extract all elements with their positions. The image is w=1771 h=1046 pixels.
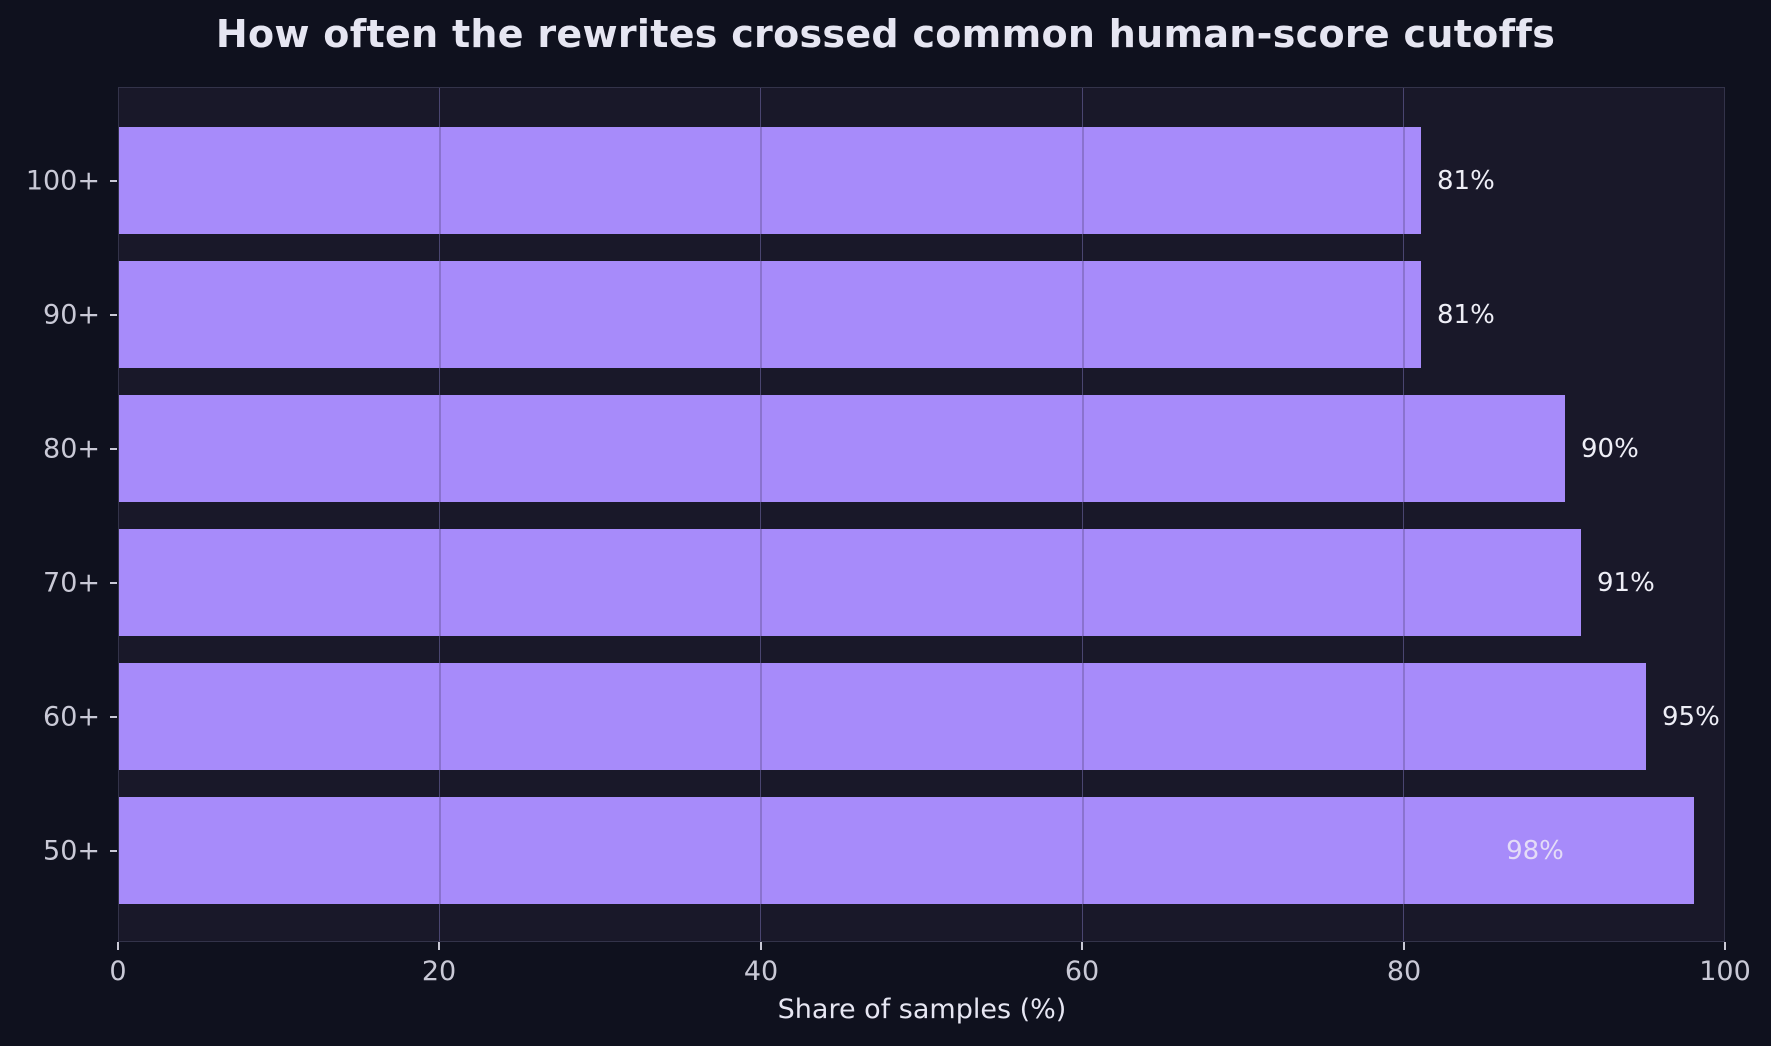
gridline-40 bbox=[760, 88, 761, 941]
x-tick-label: 20 bbox=[421, 956, 457, 987]
gridline-60 bbox=[1082, 88, 1083, 941]
y-tick-label: 60+ bbox=[43, 701, 100, 733]
y-tick-label: 50+ bbox=[43, 835, 100, 867]
x-tick bbox=[1403, 942, 1405, 950]
y-tick-label: 70+ bbox=[43, 567, 100, 599]
y-tick bbox=[110, 716, 117, 718]
x-tick-label: 80 bbox=[1386, 956, 1422, 987]
bar-80-plus bbox=[119, 395, 1565, 502]
value-label: 91% bbox=[1597, 568, 1655, 598]
x-tick bbox=[760, 942, 762, 950]
value-label: 81% bbox=[1437, 166, 1495, 196]
y-tick-label: 90+ bbox=[43, 299, 100, 331]
y-tick-label: 100+ bbox=[25, 165, 100, 197]
value-label: 90% bbox=[1581, 434, 1639, 464]
bar-100-plus bbox=[119, 127, 1421, 234]
bar-60-plus bbox=[119, 663, 1646, 770]
x-tick-label: 100 bbox=[1699, 956, 1751, 987]
x-tick-label: 0 bbox=[109, 956, 127, 987]
x-axis-title: Share of samples (%) bbox=[777, 994, 1067, 1025]
y-tick-label: 80+ bbox=[43, 433, 100, 465]
bar-70-plus bbox=[119, 529, 1581, 636]
value-label: 81% bbox=[1437, 300, 1495, 330]
y-tick bbox=[110, 850, 117, 852]
x-tick bbox=[117, 942, 119, 950]
y-tick bbox=[110, 582, 117, 584]
bar-50-plus bbox=[119, 797, 1694, 904]
x-tick bbox=[438, 942, 440, 950]
value-label: 95% bbox=[1662, 702, 1720, 732]
x-tick bbox=[1724, 942, 1726, 950]
y-tick bbox=[110, 180, 117, 182]
x-tick-label: 60 bbox=[1064, 956, 1100, 987]
x-tick bbox=[1081, 942, 1083, 950]
y-tick bbox=[110, 314, 117, 316]
y-tick bbox=[110, 448, 117, 450]
plot-area: 81% 81% 90% 91% 95% 98% bbox=[118, 87, 1725, 942]
bar-90-plus bbox=[119, 261, 1421, 368]
chart-title: How often the rewrites crossed common hu… bbox=[215, 12, 1556, 56]
gridline-80 bbox=[1403, 88, 1404, 941]
value-label: 98% bbox=[1506, 836, 1564, 866]
gridline-20 bbox=[439, 88, 440, 941]
x-tick-label: 40 bbox=[743, 956, 779, 987]
